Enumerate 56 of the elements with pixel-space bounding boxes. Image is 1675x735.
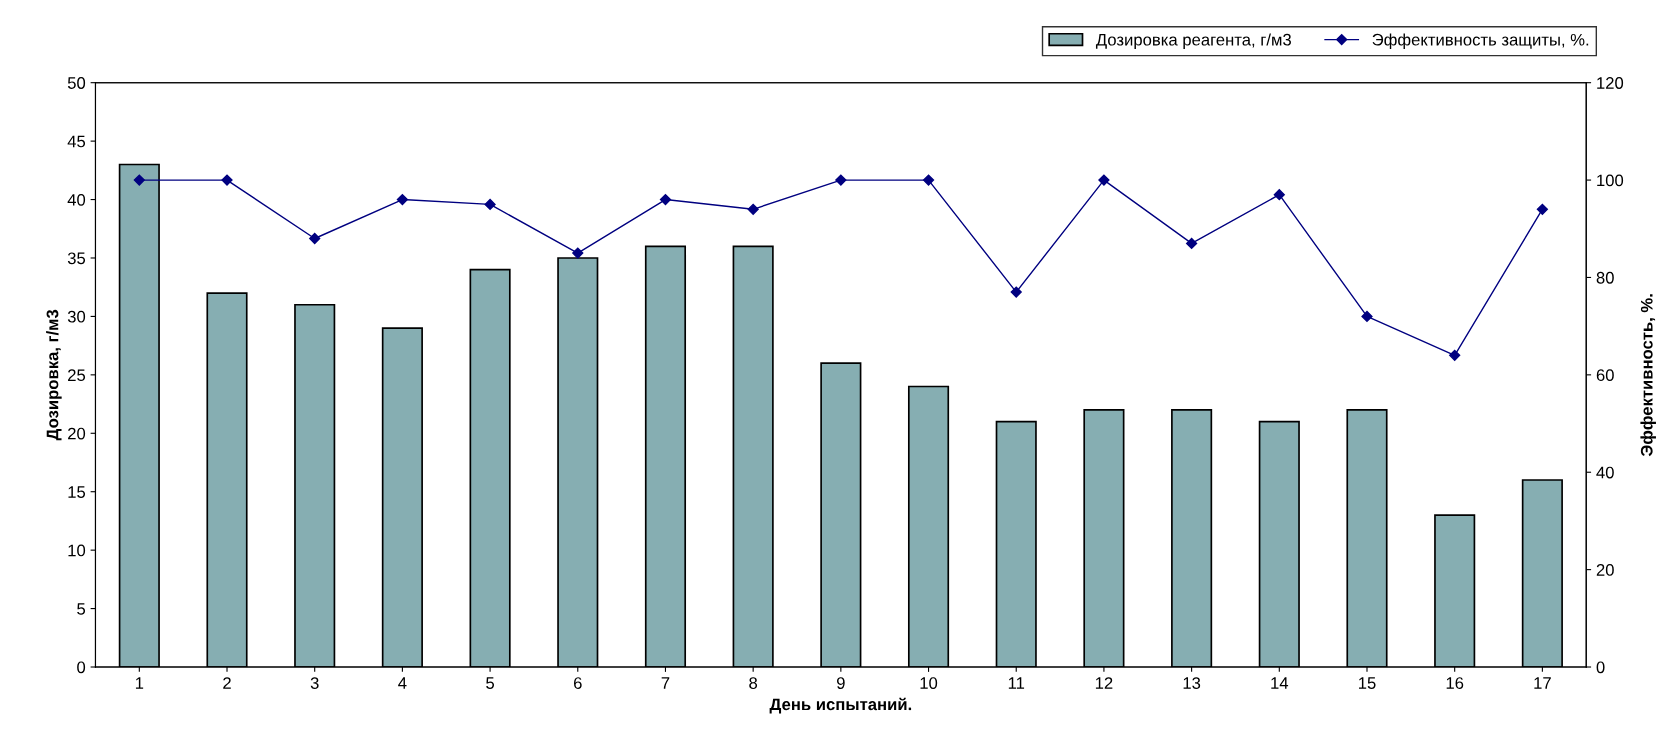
point	[835, 174, 847, 186]
y2-tick-label: 120	[1597, 77, 1624, 89]
y2-tick-label: 80	[1596, 271, 1614, 284]
y-tick-label: 5	[77, 603, 86, 615]
y2-tick-label: 100	[1597, 174, 1624, 187]
y-tick-label: 40	[67, 193, 86, 206]
x-tick-label: 11	[1008, 677, 1025, 689]
x-axis-title: День испытаний.	[769, 697, 912, 714]
legend-label: Эффективность защиты, %.	[1372, 33, 1589, 49]
point	[659, 193, 672, 206]
y-tick-label: 30	[67, 310, 86, 323]
x-tick-label: 2	[223, 677, 231, 689]
point	[309, 232, 321, 245]
x-tick-label: 13	[1183, 677, 1201, 689]
y2-tick-label: 20	[1596, 564, 1614, 576]
point	[747, 203, 759, 215]
x-tick-label: 17	[1534, 677, 1551, 689]
y-tick-label: 35	[67, 252, 86, 265]
x-tick-label: 16	[1446, 677, 1464, 689]
point	[396, 193, 408, 206]
y-tick-label: 25	[68, 369, 86, 382]
point	[1010, 286, 1022, 298]
y-tick-label: 15	[68, 486, 86, 498]
y-axis-title: Дозировка, г/м3	[46, 309, 62, 441]
y-tick-label: 45	[67, 135, 86, 148]
x-tick-label: 12	[1095, 677, 1113, 689]
y-tick-label: 50	[67, 77, 86, 89]
point	[922, 174, 935, 186]
x-tick-label: 3	[310, 677, 319, 689]
y2-tick-label: 60	[1596, 369, 1614, 382]
point	[1449, 349, 1461, 361]
y2-tick-label: 40	[1596, 466, 1614, 479]
y2-axis-title: Эффективность, %.	[1640, 294, 1656, 457]
point	[1361, 310, 1373, 323]
point	[572, 247, 584, 259]
x-tick-label: 5	[486, 677, 495, 689]
point	[133, 174, 145, 186]
y-tick-label: 20	[68, 427, 86, 440]
x-tick-label: 8	[749, 677, 758, 689]
point	[1536, 203, 1548, 215]
x-tick-label: 6	[573, 677, 582, 689]
point	[1273, 189, 1285, 201]
x-tick-label: 15	[1359, 677, 1376, 689]
point	[484, 198, 496, 211]
y-tick-label: 10	[68, 544, 86, 557]
legend-label: Дозировка реагента, г/м3	[1095, 33, 1291, 49]
x-tick-label: 14	[1271, 677, 1289, 689]
x-tick-label: 4	[398, 677, 407, 689]
x-tick-label: 7	[661, 677, 670, 689]
point	[1186, 237, 1198, 249]
point	[1098, 174, 1110, 186]
x-tick-label: 9	[837, 677, 845, 689]
x-tick-label: 1	[135, 677, 144, 689]
y-tick-label: 0	[77, 661, 86, 674]
y2-tick-label: 0	[1596, 661, 1605, 674]
x-tick-label: 10	[920, 677, 938, 689]
